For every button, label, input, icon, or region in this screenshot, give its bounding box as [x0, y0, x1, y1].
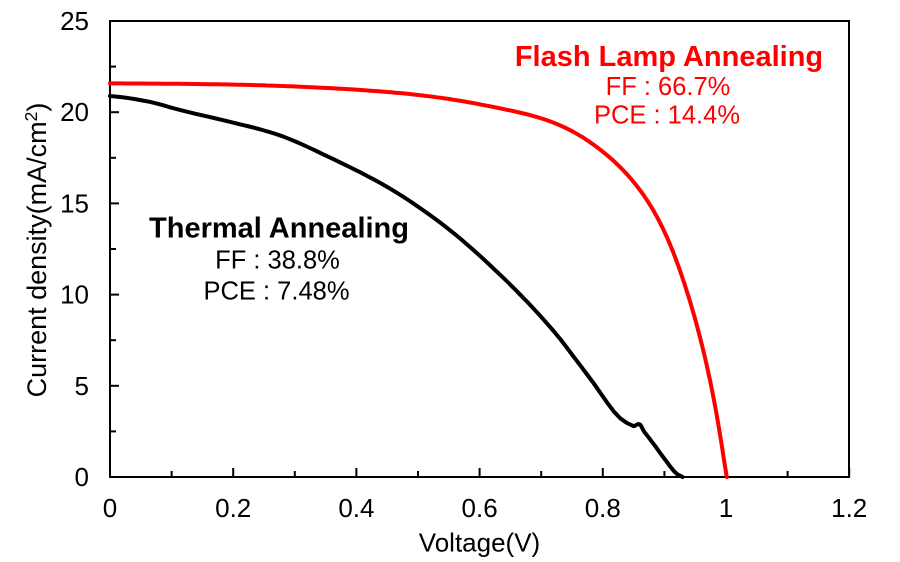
svg-text:PCE : 7.48%: PCE : 7.48% — [204, 277, 350, 305]
svg-text:20: 20 — [60, 97, 89, 127]
svg-text:0: 0 — [75, 462, 89, 492]
svg-text:PCE : 14.4%: PCE : 14.4% — [594, 102, 740, 130]
svg-text:5: 5 — [75, 371, 89, 401]
svg-text:10: 10 — [60, 280, 89, 310]
svg-text:0.8: 0.8 — [585, 493, 621, 523]
svg-text:Current density(mA/cm2): Current density(mA/cm2) — [21, 103, 52, 398]
svg-text:FF : 38.8%: FF : 38.8% — [215, 246, 340, 274]
svg-text:1: 1 — [719, 493, 733, 523]
svg-text:FF : 66.7%: FF : 66.7% — [606, 73, 731, 101]
svg-text:0: 0 — [103, 493, 117, 523]
svg-text:0.2: 0.2 — [215, 493, 251, 523]
svg-text:1.2: 1.2 — [831, 493, 867, 523]
svg-text:0.4: 0.4 — [338, 493, 374, 523]
svg-text:0.6: 0.6 — [462, 493, 498, 523]
svg-text:15: 15 — [60, 188, 89, 218]
svg-text:Voltage(V): Voltage(V) — [419, 528, 540, 558]
svg-text:Thermal Annealing: Thermal Annealing — [149, 212, 409, 244]
svg-text:25: 25 — [60, 6, 89, 36]
svg-text:Flash Lamp Annealing: Flash Lamp Annealing — [515, 41, 823, 73]
